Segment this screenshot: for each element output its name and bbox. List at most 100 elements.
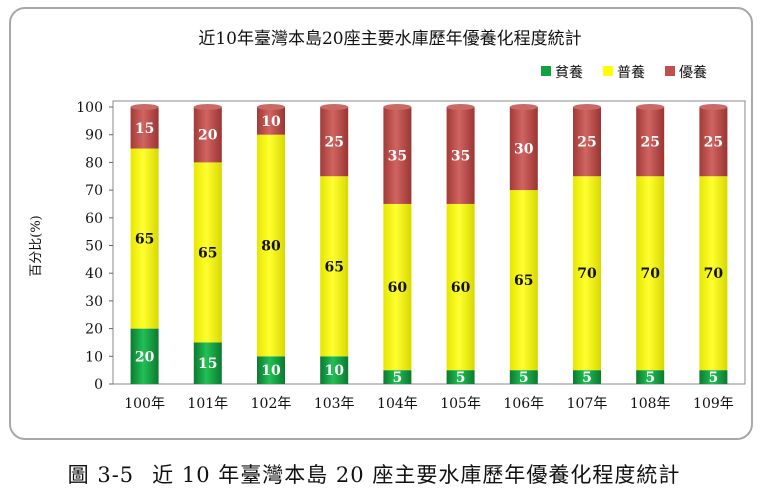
bar-segment (320, 356, 349, 384)
bar-segment (509, 107, 538, 191)
bar-top (320, 104, 349, 110)
data-label: 15 (135, 121, 154, 137)
bar-segment (257, 356, 285, 384)
bar-segment (257, 134, 285, 357)
bar-segment (383, 107, 412, 204)
bar-segment (446, 370, 475, 384)
bar-segment (257, 107, 285, 135)
data-label: 20 (198, 128, 218, 144)
data-label: 65 (135, 232, 154, 248)
data-label: 15 (198, 356, 217, 372)
legend: 貧養 普養 優養 (541, 64, 707, 81)
figure-number: 圖 3-5 (67, 463, 135, 487)
bar-top (446, 104, 475, 110)
data-label: 10 (261, 114, 281, 130)
bar-segment (446, 107, 475, 204)
data-label: 25 (324, 135, 343, 151)
bar-top (573, 104, 601, 110)
bar-segment (193, 162, 222, 343)
bar-segment (193, 342, 222, 384)
legend-label: 普養 (617, 64, 645, 81)
data-label: 5 (645, 370, 655, 386)
data-label: 70 (640, 266, 660, 282)
stacked-bar-chart: 近10年臺灣本島20座主要水庫歷年優養化程度統計 貧養 普養 優養 百分比(%) 0… (29, 29, 746, 412)
x-tick-label: 106年 (503, 396, 544, 412)
bar-segment (130, 328, 159, 384)
legend-swatch (665, 66, 675, 76)
bar-top (699, 104, 728, 110)
bar-segment (509, 370, 538, 384)
chart-frame (9, 7, 753, 440)
legend-swatch (603, 66, 613, 76)
bar-segment (509, 190, 538, 371)
data-label: 20 (135, 349, 155, 365)
data-label: 35 (451, 148, 470, 164)
bar-segment (320, 107, 349, 177)
data-label: 80 (261, 239, 281, 255)
y-tick-label: 80 (85, 155, 103, 171)
data-label: 5 (456, 370, 466, 386)
x-tick-label: 100年 (124, 396, 165, 412)
data-label: 25 (640, 135, 659, 151)
caption-text: 近 10 年臺灣本島 20 座主要水庫歷年優養化程度統計 (152, 463, 681, 487)
data-label: 70 (704, 266, 724, 282)
data-label: 5 (709, 370, 719, 386)
data-label: 10 (261, 363, 281, 379)
bar-segment (573, 176, 601, 371)
bar-segment (446, 203, 475, 371)
bar-top (509, 104, 538, 110)
data-label: 10 (324, 363, 344, 379)
x-tick-label: 108年 (630, 396, 671, 412)
bar-segment (193, 107, 222, 163)
y-tick-label: 60 (85, 211, 103, 227)
x-tick-label: 104年 (377, 396, 418, 412)
data-label: 70 (577, 266, 597, 282)
y-tick-label: 100 (76, 100, 103, 116)
data-label: 65 (198, 245, 217, 261)
plot-area (112, 100, 746, 385)
x-tick-label: 105年 (440, 396, 481, 412)
legend-label: 貧養 (555, 64, 583, 81)
data-label: 30 (514, 142, 534, 158)
x-tick-label: 107年 (567, 396, 608, 412)
y-axis-label: 百分比(%) (29, 215, 44, 277)
legend-label: 優養 (679, 64, 707, 81)
y-tick-label: 10 (85, 349, 103, 365)
bar-segment (699, 107, 728, 177)
bar-top (257, 104, 285, 110)
bar-segment (636, 176, 665, 371)
x-tick-label: 109年 (693, 396, 734, 412)
y-tick-label: 20 (85, 322, 103, 338)
x-tick-label: 103年 (314, 396, 355, 412)
data-label: 25 (704, 135, 723, 151)
legend-swatch (541, 66, 551, 76)
x-tick-label: 102年 (251, 396, 292, 412)
bar-segment (383, 203, 412, 371)
bar-segment (130, 148, 159, 329)
bar-segment (573, 107, 601, 177)
bar-segment (130, 107, 159, 149)
bar-segment (636, 370, 665, 384)
y-tick-label: 30 (85, 294, 103, 310)
data-label: 5 (393, 370, 403, 386)
bar-segment (699, 370, 728, 384)
data-label: 65 (324, 259, 343, 275)
chart-title: 近10年臺灣本島20座主要水庫歷年優養化程度統計 (198, 29, 581, 49)
bar-segment (383, 370, 412, 384)
y-tick-label: 90 (85, 128, 103, 144)
y-tick-label: 40 (85, 266, 103, 282)
bar-segment (636, 107, 665, 177)
bar-top (383, 104, 412, 110)
data-label: 60 (388, 280, 408, 296)
bar-segment (573, 370, 601, 384)
bar-top (636, 104, 665, 110)
data-label: 25 (577, 135, 596, 151)
bar-segment (699, 176, 728, 371)
y-tick-label: 70 (85, 183, 103, 199)
data-label: 60 (451, 280, 471, 296)
data-label: 5 (582, 370, 592, 386)
data-label: 5 (519, 370, 529, 386)
bar-top (193, 104, 222, 110)
x-tick-label: 101年 (187, 396, 228, 412)
data-label: 35 (388, 148, 407, 164)
